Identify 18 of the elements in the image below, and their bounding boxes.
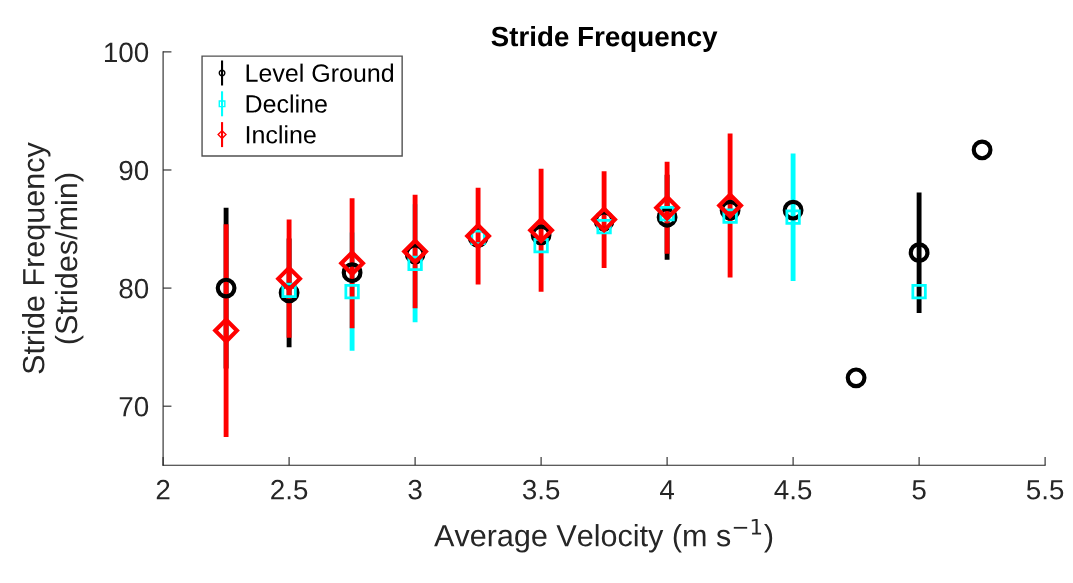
y-tick-label: 80	[119, 278, 149, 299]
y-tick-label: 70	[119, 396, 149, 417]
x-tick-label: 5	[912, 480, 926, 500]
chart-title: Stride Frequency	[491, 25, 718, 52]
x-tick-label: 3	[408, 479, 422, 500]
x-axis-title: Average Velocity (m s$^{−1}$)	[434, 518, 773, 553]
legend-label: Decline	[246, 94, 327, 113]
x-tick-label: 4	[660, 480, 675, 500]
x-tick-label: 5.5	[1026, 480, 1064, 500]
legend-label: Incline	[246, 125, 316, 144]
y-axis-title: Stride Frequency (Strides/min)	[22, 142, 84, 374]
x-tick-label: 2.5	[271, 479, 308, 500]
x-tick-label: 2	[156, 479, 170, 500]
legend-label: Level Ground	[246, 63, 394, 82]
y-tick-label: 90	[119, 160, 149, 181]
x-tick-label: 4.5	[774, 480, 812, 500]
y-tick-label: 100	[104, 42, 149, 63]
x-tick-label: 3.5	[522, 479, 560, 500]
